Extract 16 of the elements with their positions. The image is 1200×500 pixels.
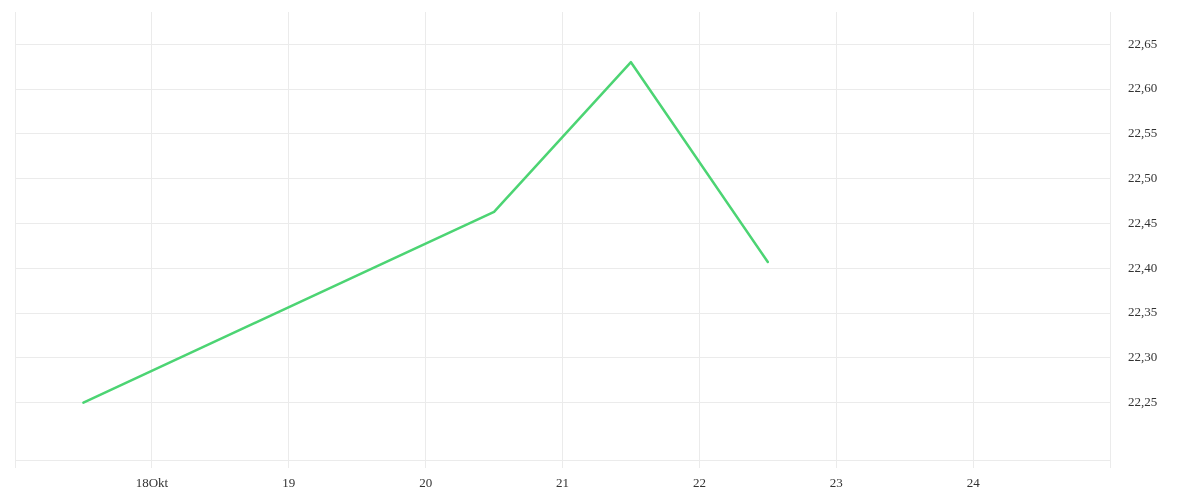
x-tick-label: 23 bbox=[829, 475, 843, 491]
y-tick-label: 22,25 bbox=[1128, 394, 1158, 410]
y-tick-label: 22,60 bbox=[1128, 80, 1158, 96]
y-tick-label: 22,55 bbox=[1128, 125, 1158, 141]
y-tick-label: 22,40 bbox=[1128, 259, 1158, 275]
x-tick-label: 18Okt bbox=[135, 475, 169, 491]
x-tick-label: 22 bbox=[692, 475, 706, 491]
x-tick-label: 20 bbox=[419, 475, 433, 491]
x-tick-label: 21 bbox=[556, 475, 569, 491]
y-tick-label: 22,65 bbox=[1128, 35, 1158, 51]
x-tick-label: 24 bbox=[966, 475, 981, 491]
y-tick-label: 22,35 bbox=[1128, 304, 1158, 320]
y-tick-label: 22,30 bbox=[1128, 349, 1158, 365]
y-tick-label: 22,45 bbox=[1128, 214, 1158, 230]
x-tick-label: 19 bbox=[282, 475, 296, 491]
y-tick-label: 22,50 bbox=[1128, 170, 1158, 186]
